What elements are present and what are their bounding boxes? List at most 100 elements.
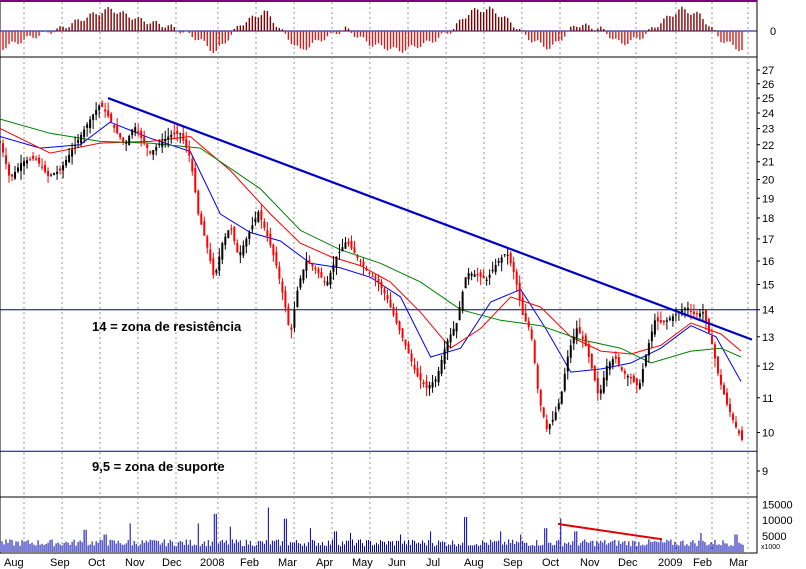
candle-body	[329, 273, 332, 285]
candle-body	[362, 261, 365, 267]
candle-body	[452, 328, 455, 336]
x-tick-label: Dec	[162, 557, 182, 569]
candle-body	[741, 430, 743, 440]
candle-body	[38, 157, 41, 164]
candle-body	[500, 257, 503, 263]
candle-body	[287, 306, 290, 325]
candle-body	[584, 335, 587, 347]
candle-body	[335, 256, 338, 268]
trendlines	[107, 97, 753, 341]
price-tick-label: 16	[762, 256, 774, 268]
candle-body	[608, 362, 611, 370]
candle-body	[713, 344, 716, 359]
candle-body	[563, 373, 566, 391]
candle-body	[545, 419, 548, 429]
candle-body	[314, 267, 317, 270]
candle-body	[59, 168, 62, 171]
candle-body	[737, 430, 740, 434]
candle-body	[323, 280, 326, 282]
candle-body	[161, 141, 164, 147]
volume-tick-label: 5000	[762, 531, 786, 543]
resistance-annotation: 14 = zona de resistência	[92, 319, 242, 334]
candle-body	[110, 113, 113, 122]
candle-body	[251, 225, 254, 230]
candle-body	[698, 313, 701, 317]
candle-body	[182, 132, 185, 141]
candle-body	[209, 249, 212, 261]
candle-body	[590, 354, 593, 369]
horizontal-levels	[0, 309, 757, 452]
candle-body	[521, 298, 524, 315]
volume-unit-label: x1000	[761, 544, 780, 551]
x-tick-label: Apr	[316, 557, 333, 569]
candle-body	[263, 221, 266, 228]
x-tick-label: 2009	[658, 557, 682, 569]
x-tick-label: Oct	[88, 557, 105, 569]
candle-body	[125, 142, 128, 144]
candle-body	[422, 382, 425, 385]
candle-body	[275, 252, 278, 266]
moving-average-1	[0, 121, 742, 382]
candle-body	[446, 340, 449, 352]
candle-body	[605, 365, 608, 381]
candle-body	[722, 384, 725, 395]
candle-body	[74, 144, 77, 147]
candle-body	[164, 138, 167, 142]
oscillator-histogram	[0, 6, 757, 54]
candle-body	[236, 242, 239, 253]
candle-body	[692, 311, 695, 314]
candle-body	[311, 264, 314, 267]
candle-body	[389, 299, 392, 308]
x-tick-label: Dec	[618, 557, 638, 569]
candle-body	[593, 366, 596, 381]
candle-body	[503, 254, 506, 256]
candle-body	[701, 312, 704, 314]
candle-body	[185, 138, 188, 149]
candle-body	[731, 414, 734, 420]
price-tick-label: 21	[762, 157, 774, 169]
candle-body	[623, 370, 626, 374]
candle-body	[41, 166, 44, 168]
candle-body	[56, 171, 59, 174]
candle-body	[347, 241, 350, 245]
volume-tick-label: 10000	[762, 515, 793, 527]
x-tick-label: Aug	[4, 557, 24, 569]
candle-body	[131, 129, 134, 136]
candle-body	[653, 320, 656, 335]
x-tick-label: Feb	[240, 557, 259, 569]
candle-body	[8, 164, 11, 176]
candle-body	[509, 252, 512, 264]
candle-body	[689, 311, 692, 313]
candle-body	[170, 134, 173, 138]
candle-body	[398, 321, 401, 331]
candle-body	[365, 269, 368, 271]
candle-body	[470, 273, 473, 276]
candle-body	[515, 271, 518, 285]
candle-body	[719, 374, 722, 385]
candle-body	[656, 317, 659, 322]
candle-body	[266, 230, 269, 237]
y-axis-labels: 0 9 10 11 12 13 14 15 16 17 18 19 20 21 22 23 24 25 26 27 50…	[757, 26, 793, 543]
candle-body	[611, 359, 614, 366]
candle-body	[506, 254, 509, 256]
candle-body	[344, 242, 347, 249]
candle-body	[200, 213, 203, 225]
candle-body	[575, 328, 578, 338]
candle-body	[20, 163, 23, 171]
candle-body	[197, 190, 200, 214]
candle-body	[410, 353, 413, 362]
candle-body	[119, 133, 122, 138]
candle-body	[560, 391, 563, 404]
candle-body	[320, 271, 323, 278]
candle-body	[587, 344, 590, 357]
price-tick-label: 15	[762, 280, 774, 292]
candle-body	[233, 227, 236, 242]
candle-body	[23, 161, 26, 166]
candle-body	[662, 320, 665, 323]
candle-body	[128, 136, 131, 146]
candle-body	[377, 279, 380, 284]
candle-body	[176, 130, 179, 134]
candle-body	[461, 291, 464, 311]
candle-body	[62, 165, 65, 171]
candle-body	[158, 144, 161, 146]
